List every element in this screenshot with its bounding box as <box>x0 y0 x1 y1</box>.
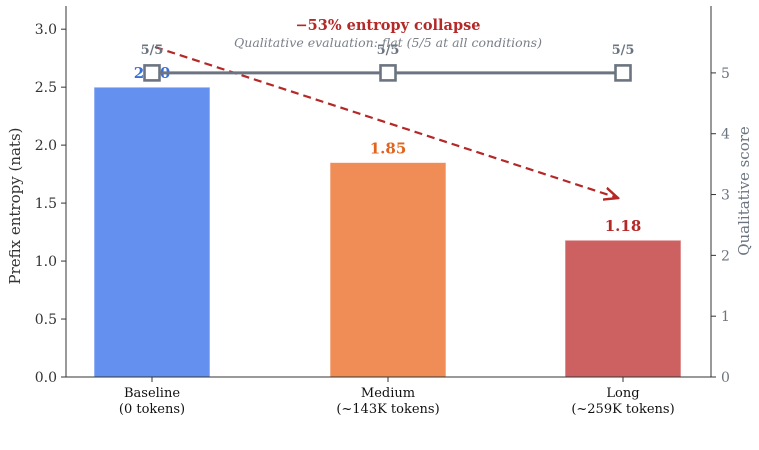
chart-subtitle: Qualitative evaluation: flat (5/5 at all… <box>234 35 542 50</box>
qualitative-marker <box>143 64 161 82</box>
left-tick-label: 3.0 <box>35 22 57 38</box>
overlay-layer: 2.501.851.185/55/55/5 <box>134 43 642 235</box>
qualitative-marker <box>379 64 397 82</box>
entropy-bar <box>564 239 682 378</box>
left-tick-label: 1.0 <box>35 254 57 270</box>
axes-layer: 0.0 0.5 1.0 1.5 2.0 2.5 3.0 0 1 2 3 4 5 Baseline(0 to… <box>35 6 730 417</box>
entropy-value-label: 1.85 <box>370 140 407 158</box>
entropy-bar <box>329 162 447 378</box>
x-tick-sublabel: (~143K tokens) <box>336 402 439 417</box>
qualitative-point-label: 5/5 <box>612 43 635 58</box>
right-tick-label: 5 <box>721 66 730 82</box>
entropy-value-label: 1.18 <box>605 217 642 235</box>
right-tick-label: 3 <box>721 188 730 204</box>
x-tick-sublabel: (0 tokens) <box>119 402 185 417</box>
entropy-bar <box>93 86 211 378</box>
right-tick-label: 2 <box>721 248 730 264</box>
right-tick-label: 4 <box>721 127 730 143</box>
left-tick-label: 2.0 <box>35 138 57 154</box>
left-tick-label: 0.0 <box>35 370 57 386</box>
left-axis-label: Prefix entropy (nats) <box>6 127 24 284</box>
bars-layer <box>93 86 682 378</box>
left-tick-label: 1.5 <box>35 196 57 212</box>
x-tick-label: Medium <box>361 386 415 401</box>
right-tick-label: 0 <box>721 370 730 386</box>
qualitative-marker <box>614 64 632 82</box>
qualitative-point-label: 5/5 <box>377 43 400 58</box>
x-tick-label: Baseline <box>124 386 180 401</box>
left-tick-label: 2.5 <box>35 80 57 96</box>
x-tick-sublabel: (~259K tokens) <box>571 402 674 417</box>
chart-title: −53% entropy collapse <box>296 17 481 34</box>
x-tick-label: Long <box>606 386 639 401</box>
qualitative-point-label: 5/5 <box>141 43 164 58</box>
right-tick-label: 1 <box>721 309 730 325</box>
right-axis-label: Qualitative score <box>735 126 753 256</box>
left-tick-label: 0.5 <box>35 312 57 328</box>
